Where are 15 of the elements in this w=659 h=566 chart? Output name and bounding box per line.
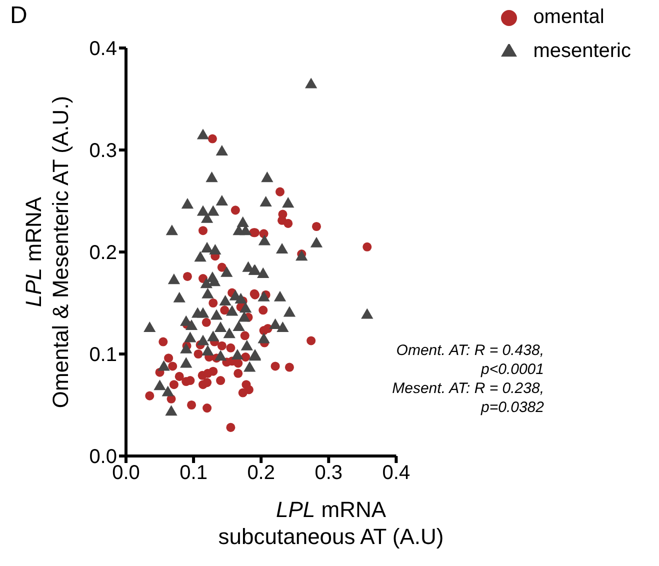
y-tick-label: 0.4 (89, 38, 117, 60)
annotation: Mesent. AT: R = 0.238, p=0.0382 (391, 379, 544, 417)
y-tick-label: 0.2 (89, 242, 117, 264)
legend-label: mesenteric (533, 40, 631, 62)
x-tick-label: 0.3 (314, 462, 343, 484)
legend-label: omental (533, 6, 604, 28)
x-tick-label: 0.2 (247, 462, 275, 484)
x-tick-label: 0.1 (180, 462, 208, 484)
x-tick-label: 0.0 (112, 462, 140, 484)
text: Oment. AT: R = 0.438, p<0.0001 (395, 341, 544, 379)
text: D (10, 2, 28, 30)
x-axis-title: LPL mRNA subcutaneous AT (A.U) (217, 496, 445, 550)
y-tick-label: 0.1 (89, 344, 117, 366)
y-tick-label: 0.3 (89, 140, 117, 162)
x-tick-label: 0.4 (382, 462, 410, 484)
